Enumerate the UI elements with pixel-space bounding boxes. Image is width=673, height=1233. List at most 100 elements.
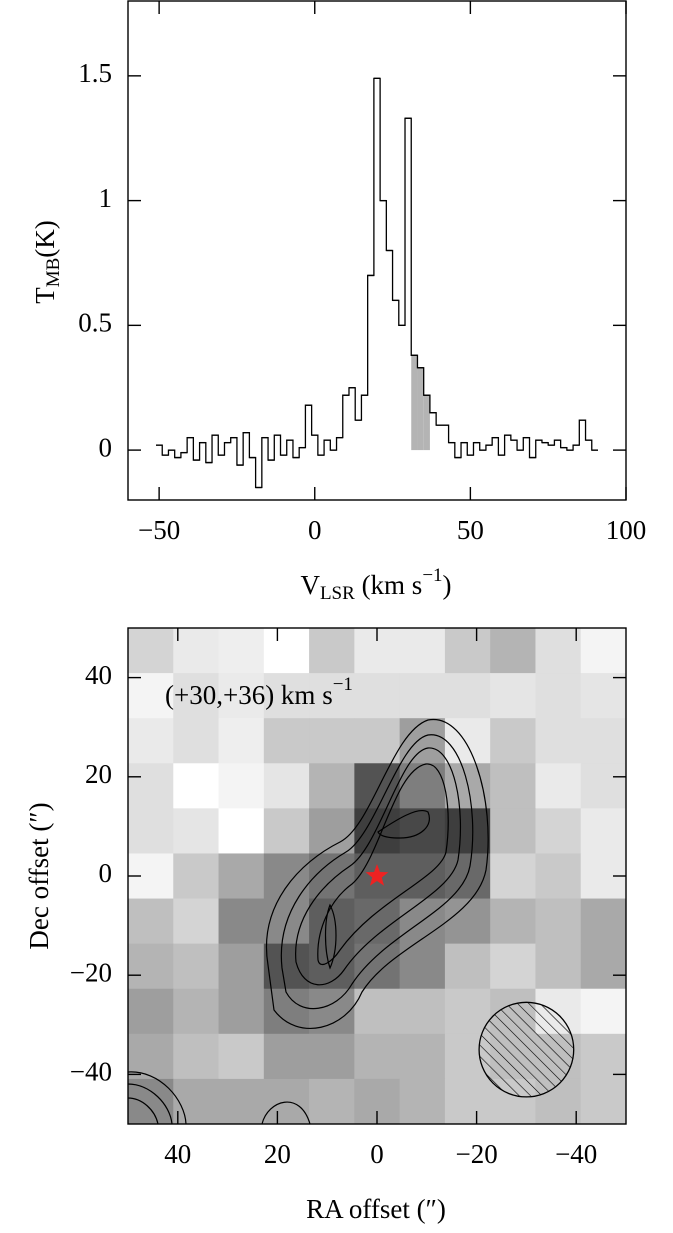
pixel [580,1033,627,1080]
pixel [218,943,265,990]
label-sup: −1 [422,565,442,586]
pixel [128,718,174,764]
pixel [535,853,582,900]
label-sub: LSR [320,583,355,604]
y-axis-label: Dec offset (″) [24,802,54,949]
pixel [263,943,310,990]
pixel [399,988,446,1035]
y-axis-label: TMB(K) [30,220,64,304]
x-tick-label: −40 [555,1139,597,1169]
pixel [173,673,220,719]
pixel [490,853,536,900]
pixel [218,763,265,809]
x-tick-label: 40 [164,1139,191,1169]
annotation: (+30,+36) km s−1 [165,674,353,710]
label-main: T [30,287,60,304]
pixel [580,628,627,674]
contour [261,1101,311,1124]
pixel [309,808,355,854]
x-tick-label: −50 [138,515,180,545]
shaded-area [423,395,430,451]
pixel [444,718,491,764]
label-rest: (km s [355,570,423,600]
pixel [309,763,355,809]
pixel [309,718,355,764]
x-axis-label: VLSR (km s−1) [300,565,451,604]
pixel [399,718,446,764]
pixel [218,1078,265,1125]
pixel [218,898,265,945]
y-tick-label: −20 [70,957,112,987]
y-tick-label: 1 [99,183,113,213]
y-tick-label: 20 [85,759,112,789]
pixel [128,1078,174,1125]
pixel [490,673,536,719]
pixel [309,853,355,900]
pixel [535,763,582,809]
pixel [535,943,582,990]
pixel [354,763,401,809]
pixel [354,718,401,764]
pixel [263,718,310,764]
pixel [535,808,582,854]
x-axis-label: RA offset (″) [306,1194,446,1224]
pixel [218,1033,265,1080]
pixel [490,898,536,945]
pixel [444,943,491,990]
contour [265,719,489,1029]
pixel [399,853,446,900]
pixel [128,988,174,1035]
pixel [444,808,491,854]
pixel [128,628,174,674]
x-tick-label: 20 [264,1139,291,1169]
contour [128,1083,173,1124]
pixel [399,943,446,990]
pixel [444,673,491,719]
pixel [263,853,310,900]
contour [295,747,461,986]
pixel [535,628,582,674]
contour [324,903,337,970]
pixel [580,718,627,764]
pixel [128,763,174,809]
pixel [444,1078,491,1125]
pixel [263,808,310,854]
pixel [444,853,491,900]
pixel [173,943,220,990]
pixel [218,808,265,854]
pixel [309,628,355,674]
pixel [490,763,536,809]
contour [128,1097,159,1124]
pixel [309,673,355,719]
y-tick-label: 0 [99,858,113,888]
pixel [128,898,174,945]
pixel [173,808,220,854]
pixel [309,943,355,990]
map-chart [128,628,627,1125]
pixel [399,1033,446,1080]
pixel [535,898,582,945]
contour [128,1071,187,1124]
contour [377,810,430,839]
pixel [309,1078,355,1125]
pixel [580,673,627,719]
x-tick-label: 100 [606,515,647,545]
pixel [263,628,310,674]
pixel [309,988,355,1035]
pixel [263,988,310,1035]
y-tick-label: 0 [99,432,113,462]
y-tick-label: 40 [85,660,112,690]
plot-frame [127,0,627,501]
pixel [399,628,446,674]
source-star [365,864,389,886]
contours [128,719,489,1124]
pixel [173,988,220,1035]
annotation-main: (+30,+36) km s [165,680,333,710]
pixel [218,628,265,674]
pixel [580,988,627,1035]
pixel [263,673,310,719]
pixel [173,1078,220,1125]
contour [280,734,474,1010]
x-tick-label: 0 [308,515,322,545]
map-overlay: (+30,+36) km s−1 40 20 0 −20 −40 40 20 0 −20 −40 De… [24,627,627,1224]
